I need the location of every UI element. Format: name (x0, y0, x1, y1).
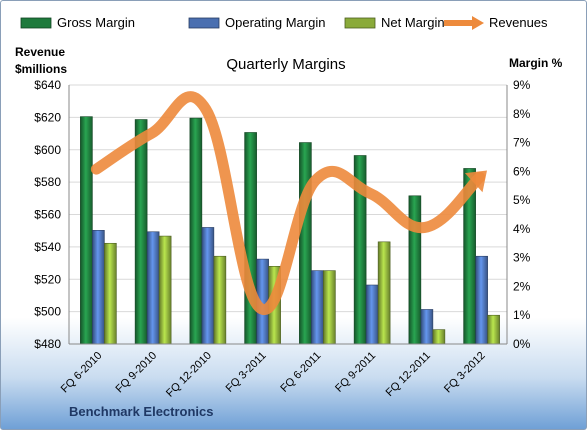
x-tick-label: FQ 6-2011 (278, 350, 323, 395)
right-tick-label: 1% (513, 308, 531, 322)
right-tick-label: 9% (513, 78, 531, 92)
revenue-arrowhead (464, 170, 487, 193)
right-tick-label: 0% (513, 337, 531, 351)
bar-net-margin (213, 255, 227, 345)
chart-title: Quarterly Margins (226, 56, 345, 73)
bar-operating-margin (201, 227, 215, 345)
bar-gross-margin (80, 116, 93, 345)
left-tick-label: $540 (34, 240, 61, 254)
right-tick-label: 4% (513, 222, 531, 236)
bar-operating-margin (365, 284, 379, 345)
right-tick-label: 5% (513, 193, 531, 207)
bar-gross-margin (408, 195, 422, 345)
x-tick-label: FQ 3-2012 (442, 350, 488, 396)
bar-gross-margin (189, 117, 203, 345)
revenue-line-path (90, 91, 486, 315)
bar-net-margin (432, 329, 446, 345)
footer-company: Benchmark Electronics (69, 404, 214, 419)
bar-operating-margin (92, 230, 105, 345)
bar-operating-margin (475, 255, 488, 345)
left-tick-label: $620 (34, 110, 61, 124)
bar-net-margin (104, 242, 117, 345)
bar-net-margin (377, 241, 391, 345)
left-tick-label: $560 (34, 208, 61, 222)
bar-gross-margin (134, 119, 148, 345)
bar-net-margin (323, 270, 336, 345)
x-tick-label: FQ 12-2010 (164, 350, 214, 400)
x-tick-label: FQ 3-2011 (224, 350, 269, 395)
legend-swatch-net-margin (344, 17, 376, 29)
bar-net-margin (158, 235, 172, 345)
left-tick-label: $500 (34, 305, 61, 319)
left-tick-label: $580 (34, 175, 61, 189)
right-tick-label: 7% (513, 136, 531, 150)
bar-operating-margin (311, 270, 324, 345)
x-tick-label: FQ 9-2010 (114, 350, 160, 396)
legend-swatch-operating-margin (188, 17, 220, 29)
legend-swatch-gross-margin (20, 17, 52, 29)
left-tick-label: $480 (34, 337, 61, 351)
legend-label: Revenues (489, 15, 548, 30)
legend-arrow-icon (472, 16, 484, 30)
left-tick-label: $640 (34, 78, 61, 92)
right-tick-label: 6% (513, 164, 531, 178)
legend-label: Operating Margin (225, 15, 325, 30)
bar-operating-margin (146, 231, 160, 345)
axes: $480 $500 $520 $540 $560 $580 $600 $620 $640 0% 1%… (34, 78, 530, 400)
left-axis-title: Revenue (15, 45, 65, 59)
legend-label: Net Margin (381, 15, 445, 30)
bar-net-margin (487, 314, 500, 345)
bar-operating-margin (420, 309, 434, 345)
x-tick-label: FQ 12-2011 (384, 350, 433, 399)
left-tick-label: $520 (34, 272, 61, 286)
left-tick-label: $600 (34, 143, 61, 157)
bar-gross-margin (299, 142, 312, 345)
right-tick-label: 2% (513, 279, 531, 293)
bar-gross-margin (244, 132, 257, 345)
revenue-line (90, 91, 487, 315)
right-tick-label: 8% (513, 107, 531, 121)
right-axis-title: Margin % (509, 56, 563, 70)
x-tick-label: FQ 6-2010 (59, 350, 105, 396)
x-tick-label: FQ 9-2011 (333, 350, 378, 395)
left-axis-unit: $millions (15, 62, 67, 76)
right-tick-label: 3% (513, 251, 531, 265)
legend: Gross Margin Operating Margin Net Margin Re… (20, 15, 548, 30)
legend-label: Gross Margin (57, 15, 135, 30)
